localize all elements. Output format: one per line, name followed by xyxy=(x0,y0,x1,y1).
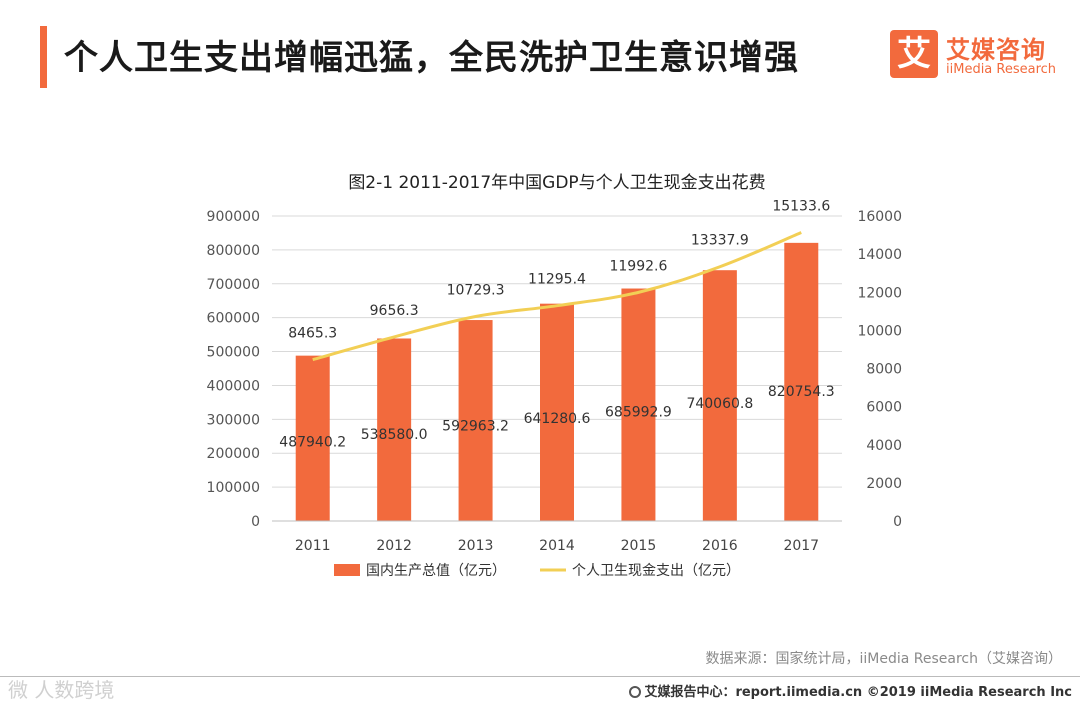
logo-chinese-name: 艾媒咨询 xyxy=(946,36,1046,64)
title-accent-bar xyxy=(40,26,47,88)
y-right-tick-label: 2000 xyxy=(866,476,902,492)
line-data-label: 13337.9 xyxy=(691,233,749,249)
gdp-bar xyxy=(784,242,819,522)
legend-line-label: 个人卫生现金支出（亿元） xyxy=(572,563,740,579)
gdp-bar xyxy=(377,338,412,521)
y-right-tick-label: 12000 xyxy=(857,285,902,301)
y-right-tick-label: 10000 xyxy=(857,323,902,339)
health-spend-line xyxy=(312,231,802,362)
y-right-tick-label: 4000 xyxy=(866,438,902,454)
bar-data-label: 641280.6 xyxy=(524,411,591,427)
y-right-tick-label: 14000 xyxy=(857,247,902,263)
x-tick-label: 2014 xyxy=(539,538,575,554)
line-data-label: 11992.6 xyxy=(609,258,667,274)
bar-data-label: 740060.8 xyxy=(686,396,753,412)
x-tick-label: 2012 xyxy=(376,538,412,554)
gdp-health-chart: 图2-1 2011-2017年中国GDP与个人卫生现金支出花费010000020… xyxy=(207,173,902,579)
y-left-tick-label: 100000 xyxy=(207,480,260,496)
bar-data-label: 538580.0 xyxy=(361,427,428,443)
x-tick-label: 2016 xyxy=(702,538,738,554)
y-right-tick-label: 8000 xyxy=(866,362,902,378)
y-left-tick-label: 400000 xyxy=(207,378,260,394)
bar-data-label: 592963.2 xyxy=(442,419,509,435)
gdp-bar xyxy=(458,320,493,521)
y-left-tick-label: 0 xyxy=(251,514,260,530)
logo-mark: 艾 xyxy=(890,30,938,78)
iimedia-logo: 艾 艾媒咨询 iiMedia Research xyxy=(890,30,1070,80)
line-data-label: 10729.3 xyxy=(447,282,505,298)
watermark: 微 人数跨境 xyxy=(8,678,115,702)
y-left-tick-label: 900000 xyxy=(207,209,260,225)
legend-bar-label: 国内生产总值（亿元） xyxy=(366,563,506,579)
chart-title: 图2-1 2011-2017年中国GDP与个人卫生现金支出花费 xyxy=(348,173,765,193)
y-right-tick-label: 0 xyxy=(893,514,902,530)
y-right-tick-label: 6000 xyxy=(866,400,902,416)
bar-data-label: 685992.9 xyxy=(605,404,672,420)
y-right-tick-label: 16000 xyxy=(857,209,902,225)
x-tick-label: 2015 xyxy=(621,538,657,554)
line-data-label: 9656.3 xyxy=(370,303,419,319)
x-tick-label: 2017 xyxy=(783,538,819,554)
legend-bar-swatch xyxy=(334,564,360,576)
footer-credit: 艾媒报告中心：report.iimedia.cn ©2019 iiMedia R… xyxy=(629,681,1072,700)
gdp-bar xyxy=(621,288,656,521)
x-tick-label: 2011 xyxy=(295,538,331,554)
y-left-tick-label: 300000 xyxy=(207,412,260,428)
y-left-tick-label: 200000 xyxy=(207,446,260,462)
line-data-label: 11295.4 xyxy=(528,272,586,288)
bar-data-label: 487940.2 xyxy=(279,435,346,451)
y-left-tick-label: 600000 xyxy=(207,311,260,327)
footer-divider xyxy=(0,676,1080,677)
y-left-tick-label: 800000 xyxy=(207,243,260,259)
line-data-label: 8465.3 xyxy=(288,326,337,342)
y-left-tick-label: 700000 xyxy=(207,277,260,293)
y-left-tick-label: 500000 xyxy=(207,345,260,361)
bar-data-label: 820754.3 xyxy=(768,384,835,400)
logo-english-name: iiMedia Research xyxy=(946,62,1057,77)
line-data-label: 15133.6 xyxy=(772,199,830,215)
data-source: 数据来源：国家统计局，iiMedia Research（艾媒咨询） xyxy=(705,651,1063,667)
footer-text: 艾媒报告中心：report.iimedia.cn ©2019 iiMedia R… xyxy=(644,685,1072,700)
globe-icon xyxy=(629,686,642,698)
gdp-bar xyxy=(702,270,737,521)
gdp-bar xyxy=(540,303,574,521)
x-tick-label: 2013 xyxy=(458,538,494,554)
gdp-bar xyxy=(295,355,330,521)
page-title: 个人卫生支出增幅迅猛，全民洗护卫生意识增强 xyxy=(64,38,799,78)
